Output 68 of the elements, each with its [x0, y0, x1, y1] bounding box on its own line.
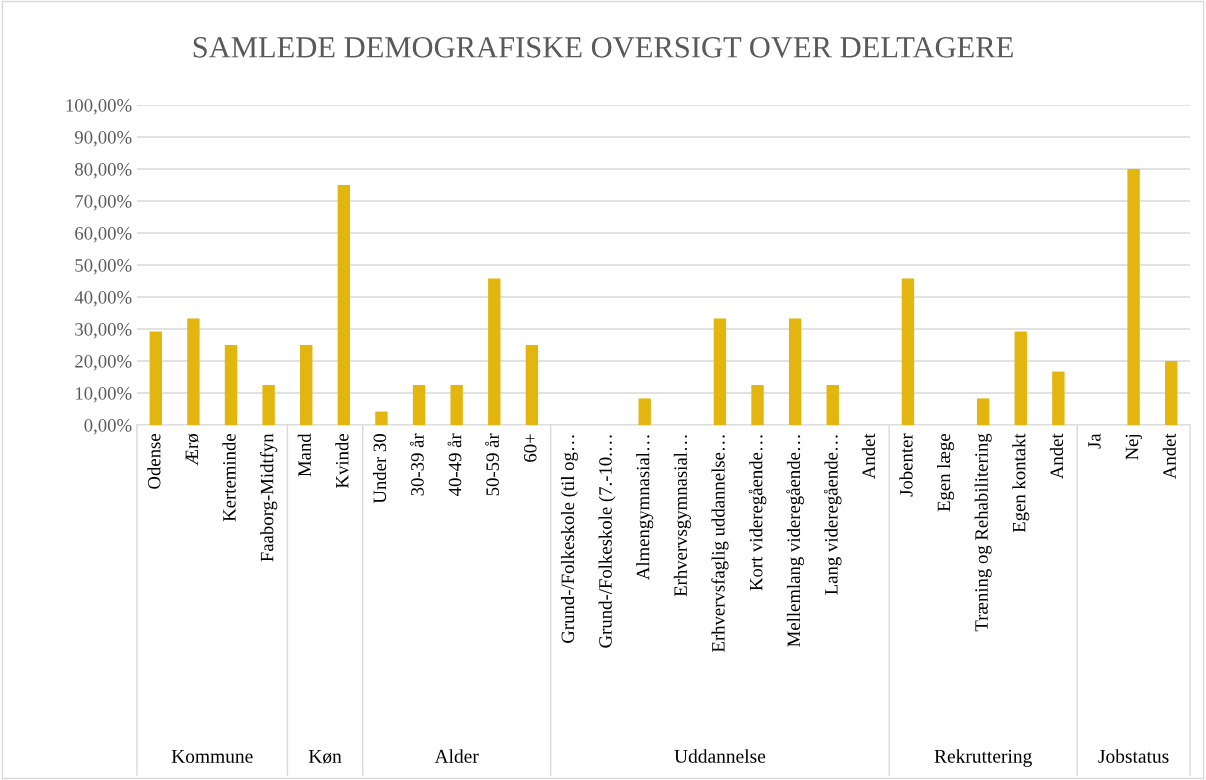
- bar: [1052, 371, 1065, 425]
- bar: [1014, 331, 1027, 425]
- bar: [901, 278, 915, 425]
- x-tick-label: Grund-/Folkeskole (til og…: [560, 435, 579, 643]
- y-tick-label: 20,00%: [75, 355, 132, 371]
- y-tick-label: 10,00%: [75, 387, 132, 403]
- text: Kommune: [171, 749, 253, 763]
- bar: [976, 398, 990, 425]
- y-tick-label: 0,00%: [84, 419, 132, 435]
- x-tick-label: Andet: [1049, 433, 1064, 479]
- text: Uddannelse: [674, 749, 766, 763]
- x-tick-label: Erhvervsfaglig uddannelse…: [711, 435, 729, 652]
- bar: [788, 318, 802, 425]
- y-tick-label: 70,00%: [75, 195, 132, 211]
- bar: [1127, 169, 1140, 425]
- x-tick-label: Ærø: [185, 433, 199, 466]
- x-tick-label: Kvinde: [335, 433, 349, 488]
- x-tick-label: Ja: [1088, 433, 1101, 449]
- x-tick-label: Almengymnasial…: [636, 435, 654, 580]
- x-tick-label: Faaborg-Midtfyn: [260, 433, 278, 562]
- bar: [262, 385, 275, 425]
- text: Jobstatus: [1098, 749, 1169, 763]
- bar: [149, 331, 163, 425]
- x-tick-label: Lang videregående…: [823, 435, 842, 595]
- chart-title: SAMLEDE DEMOGRAFISKE OVERSIGT OVER DELTAGERE: [193, 37, 1013, 58]
- x-tick-label: Egen kontakt: [1012, 433, 1030, 533]
- x-tick-label: Nej: [1125, 434, 1143, 460]
- bar: [1164, 361, 1178, 425]
- x-tick-label: Odense: [147, 433, 161, 489]
- bar: [300, 345, 313, 425]
- bar: [826, 385, 839, 425]
- x-tick-label: Mand: [297, 433, 311, 477]
- x-tick-label: Træning og Rehabilitering: [974, 433, 992, 632]
- x-tick-label: 40-49 år: [447, 433, 462, 496]
- bar: [450, 385, 463, 425]
- text: Rekruttering: [934, 749, 1032, 767]
- x-tick-label: Jobenter: [899, 433, 913, 497]
- x-tick-label: Erhvervsgymnasial…: [673, 435, 691, 597]
- x-tick-label: 30-39 år: [409, 433, 424, 496]
- y-tick-label: 90,00%: [74, 131, 132, 147]
- x-tick-label: Mellemlang videregående…: [786, 435, 804, 647]
- bar: [412, 385, 426, 425]
- x-tick-label: Kort videregående…: [748, 435, 767, 591]
- x-tick-label: Egen læge: [937, 433, 955, 512]
- x-tick-label: 50-59 år: [485, 433, 499, 496]
- bar: [187, 318, 200, 425]
- text: Alder: [434, 749, 479, 763]
- y-tick-label: 50,00%: [75, 259, 132, 275]
- x-tick-label: Under 30: [372, 434, 387, 504]
- bar: [751, 385, 764, 425]
- x-tick-label: Andet: [1162, 433, 1176, 479]
- bar: [375, 411, 388, 425]
- text: Køn: [308, 749, 342, 764]
- y-tick-label: 40,00%: [74, 291, 132, 307]
- x-tick-label: 60+: [523, 434, 537, 462]
- y-tick-label: 100,00%: [66, 99, 132, 115]
- bar: [713, 318, 727, 425]
- bar: [224, 345, 238, 425]
- y-tick-label: 80,00%: [75, 163, 132, 179]
- bar: [638, 398, 651, 425]
- bar: [337, 185, 351, 425]
- x-tick-label: Kerteminde: [222, 433, 236, 522]
- bar: [525, 345, 539, 425]
- y-tick-label: 60,00%: [75, 227, 132, 243]
- x-tick-label: Grund-/Folkeskole (7.-10.…: [598, 435, 616, 648]
- bar: [488, 278, 501, 425]
- x-tick-label: Andet: [861, 433, 876, 479]
- y-tick-label: 30,00%: [75, 323, 132, 339]
